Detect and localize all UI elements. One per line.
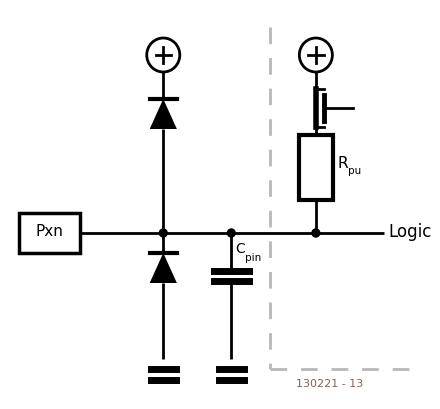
Text: pin: pin [245, 253, 261, 263]
Text: 130221 - 13: 130221 - 13 [297, 379, 364, 389]
Polygon shape [150, 99, 177, 129]
Polygon shape [150, 253, 177, 283]
Text: C: C [235, 242, 245, 256]
Bar [19, 213, 80, 253]
Bar [299, 135, 333, 200]
Text: pu: pu [348, 166, 362, 177]
Circle shape [159, 229, 167, 237]
Circle shape [227, 229, 235, 237]
Text: Pxn: Pxn [36, 225, 63, 240]
Text: Logic: Logic [389, 223, 432, 241]
Text: R: R [338, 156, 348, 171]
Circle shape [312, 229, 320, 237]
